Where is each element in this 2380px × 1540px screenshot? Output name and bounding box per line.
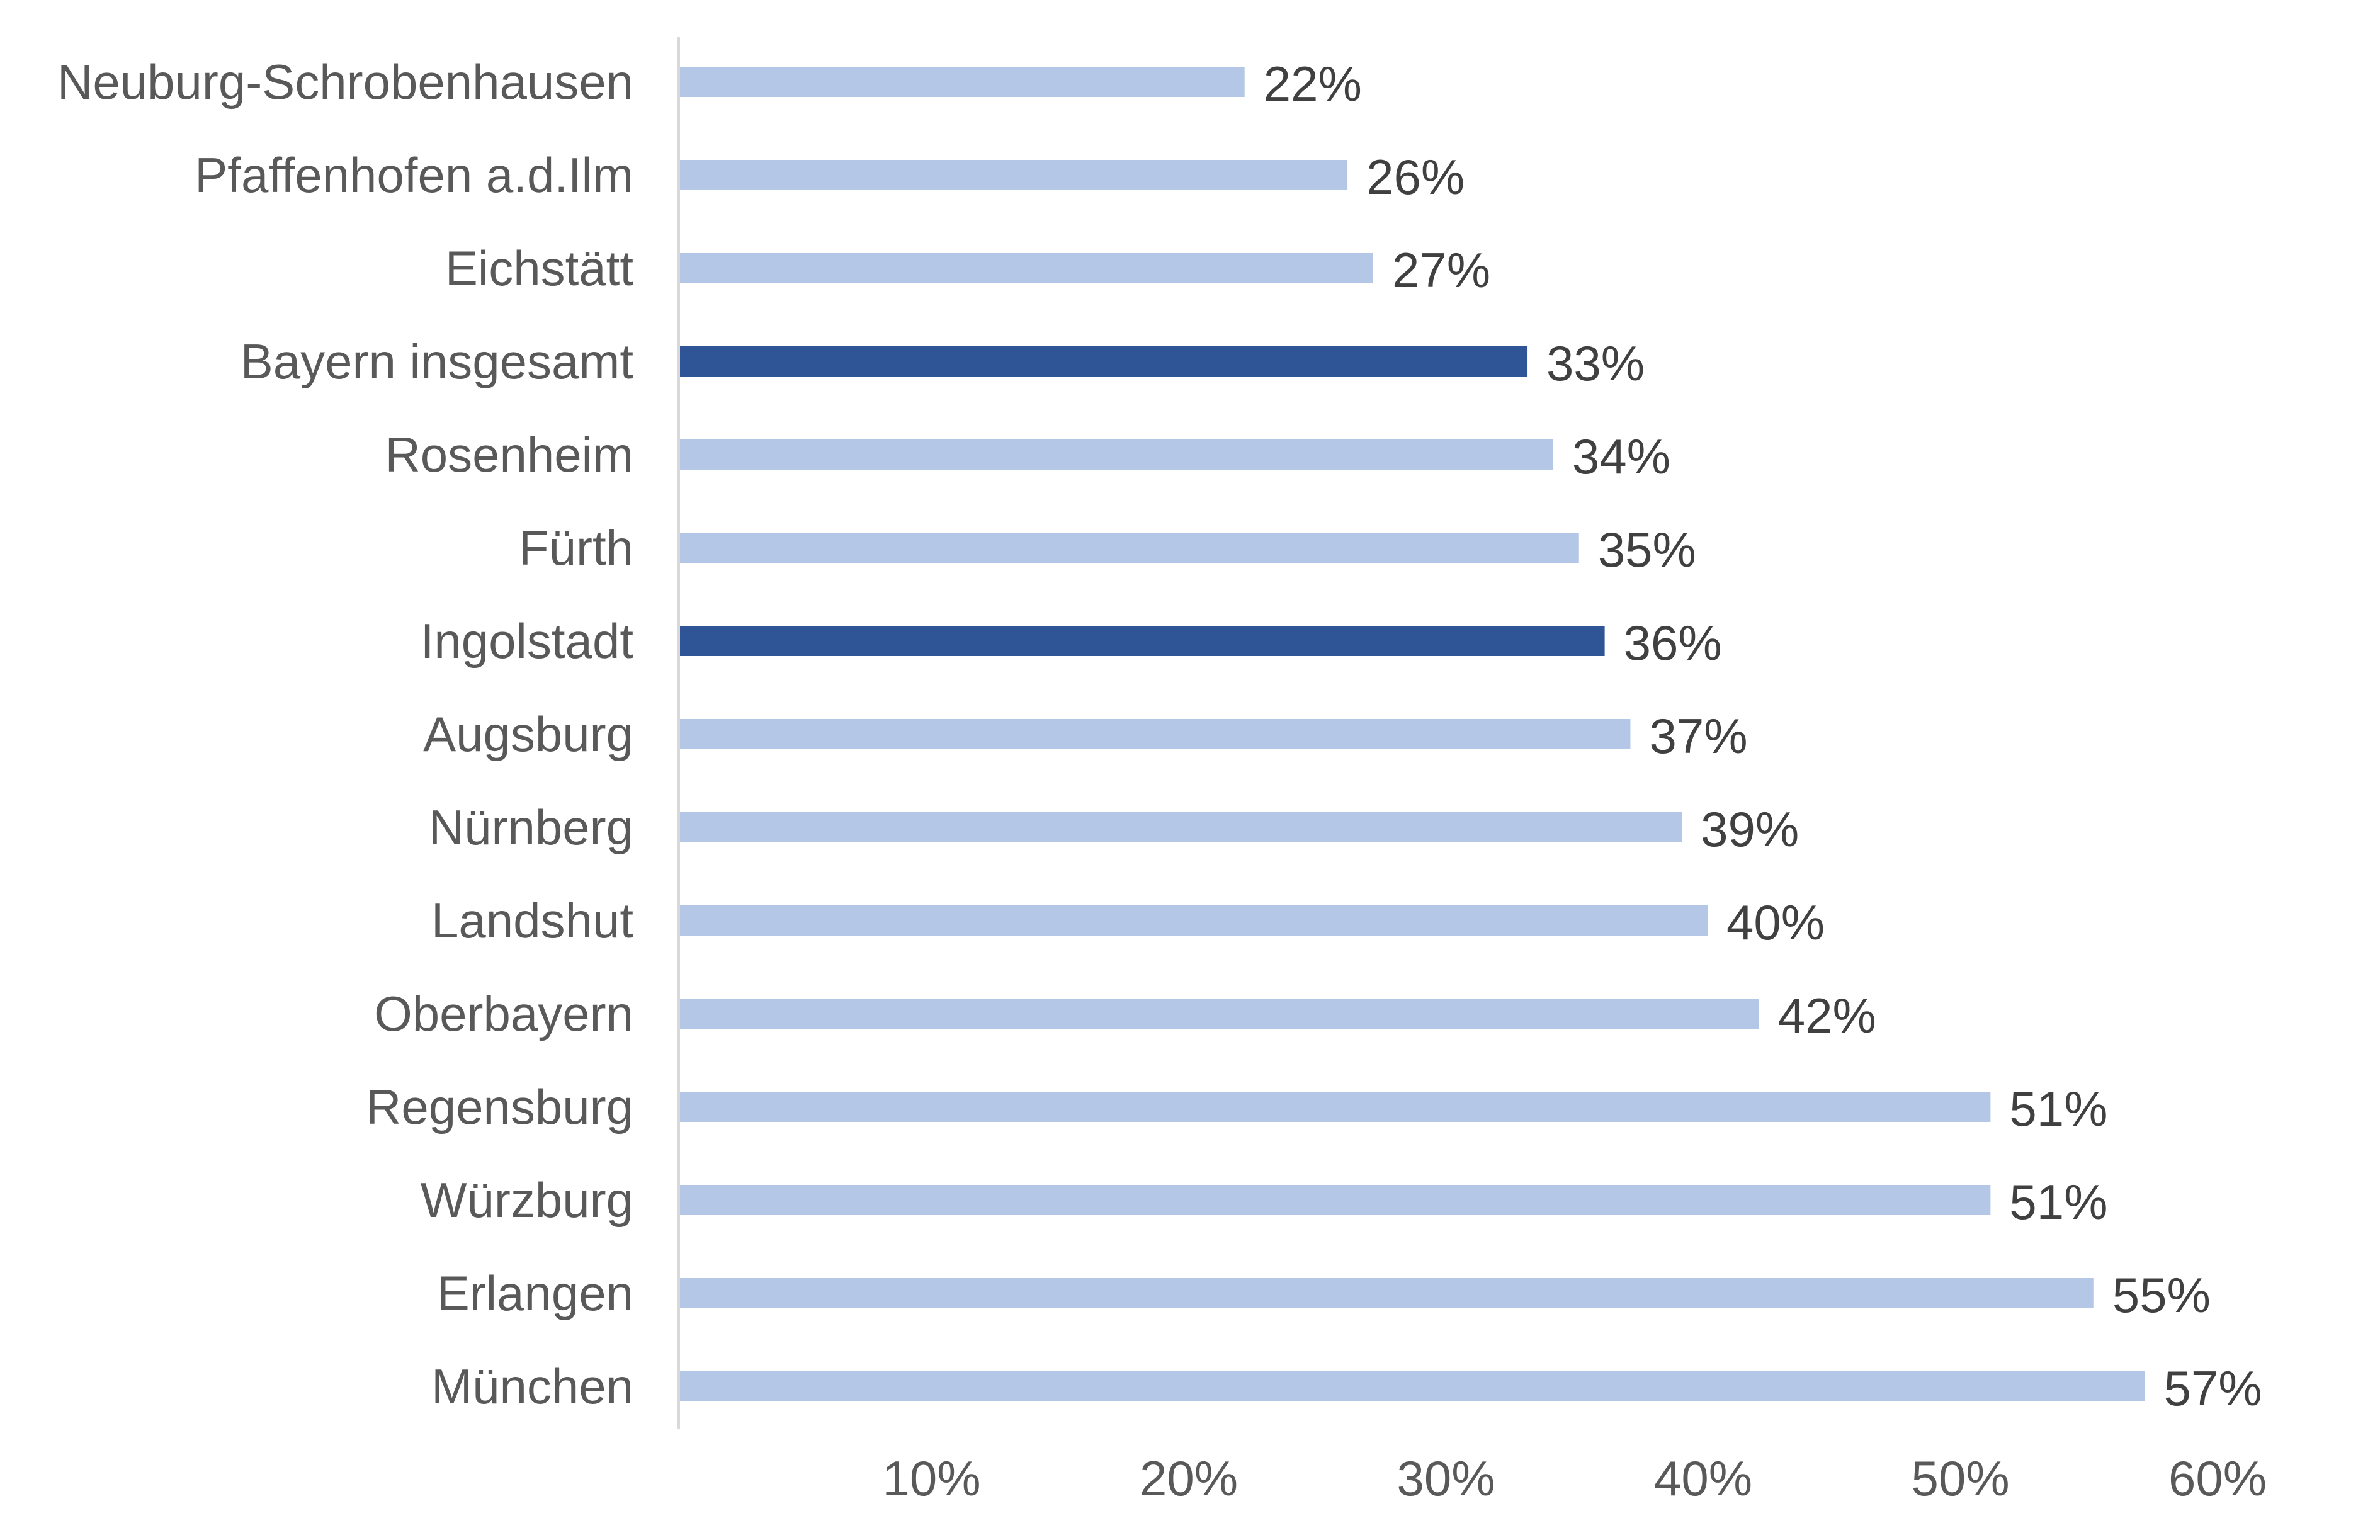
value-label-rosenheim: 34% — [1572, 429, 1670, 484]
bar-rosenheim — [680, 439, 1553, 470]
bar-nuernberg — [680, 812, 1682, 842]
category-label-ingolstadt: Ingolstadt — [421, 613, 634, 669]
value-label-erlangen: 55% — [2112, 1267, 2211, 1323]
category-label-pfaffenhofen-a-d-ilm: Pfaffenhofen a.d.Ilm — [195, 147, 633, 203]
category-label-landshut: Landshut — [431, 893, 633, 948]
bar-pfaffenhofen-a-d-ilm — [680, 160, 1348, 190]
category-label-regensburg: Regensburg — [366, 1079, 633, 1135]
category-label-rosenheim: Rosenheim — [385, 427, 633, 482]
x-tick-label-50: 50% — [1911, 1451, 2009, 1506]
x-tick-label-30: 30% — [1397, 1451, 1495, 1506]
category-label-wuerzburg: Würzburg — [421, 1172, 633, 1228]
x-tick-label-20: 20% — [1140, 1451, 1238, 1506]
value-label-muenchen: 57% — [2163, 1361, 2262, 1416]
value-label-oberbayern: 42% — [1778, 988, 1876, 1043]
category-label-neuburg-schrobenhausen: Neuburg-Schrobenhausen — [57, 54, 633, 110]
category-label-muenchen: München — [431, 1359, 633, 1414]
value-label-fuerth: 35% — [1598, 522, 1696, 577]
category-label-eichstaett: Eichstätt — [445, 241, 633, 296]
value-label-neuburg-schrobenhausen: 22% — [1264, 56, 1362, 111]
bar-oberbayern — [680, 999, 1759, 1029]
category-label-oberbayern: Oberbayern — [374, 986, 633, 1041]
bar-eichstaett — [680, 253, 1373, 283]
category-label-fuerth: Fürth — [519, 520, 633, 575]
value-label-wuerzburg: 51% — [2009, 1174, 2107, 1230]
value-label-bayern-insgesamt: 33% — [1546, 336, 1645, 391]
value-label-pfaffenhofen-a-d-ilm: 26% — [1366, 149, 1465, 205]
bar-fuerth — [680, 533, 1579, 563]
x-tick-label-60: 60% — [2168, 1451, 2267, 1506]
category-label-erlangen: Erlangen — [437, 1265, 633, 1321]
bar-landshut — [680, 905, 1708, 936]
category-label-augsburg: Augsburg — [423, 706, 633, 762]
category-label-nuernberg: Nürnberg — [429, 800, 633, 855]
value-label-eichstaett: 27% — [1392, 242, 1490, 298]
bar-augsburg — [680, 719, 1631, 749]
bar-ingolstadt — [680, 626, 1605, 656]
value-labels-group: 22%26%27%33%34%35%36%37%39%40%42%51%51%5… — [1264, 56, 2262, 1416]
bars-group — [680, 67, 2145, 1401]
x-tick-label-10: 10% — [882, 1451, 980, 1506]
bar-neuburg-schrobenhausen — [680, 67, 1245, 97]
value-label-regensburg: 51% — [2009, 1081, 2107, 1136]
value-label-nuernberg: 39% — [1701, 801, 1799, 857]
value-label-landshut: 40% — [1726, 895, 1825, 950]
bar-bayern-insgesamt — [680, 346, 1528, 377]
bar-erlangen — [680, 1278, 2094, 1308]
bar-wuerzburg — [680, 1185, 1991, 1215]
bar-muenchen — [680, 1371, 2145, 1401]
category-label-bayern-insgesamt: Bayern insgesamt — [241, 334, 634, 389]
x-tick-label-40: 40% — [1654, 1451, 1752, 1506]
x-axis-tick-labels-group: 10% 20% 30% 40% 50% 60% — [882, 1451, 2267, 1506]
value-label-ingolstadt: 36% — [1624, 615, 1722, 671]
category-labels-group: Neuburg-Schrobenhausen Pfaffenhofen a.d.I… — [57, 54, 633, 1414]
value-label-augsburg: 37% — [1649, 708, 1747, 764]
bar-regensburg — [680, 1092, 1991, 1122]
